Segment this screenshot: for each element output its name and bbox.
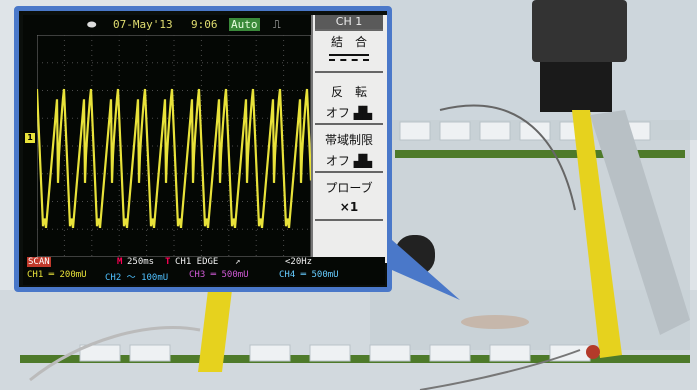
scope-time: 9:06 (191, 18, 218, 31)
probe-value: ×1 (339, 200, 359, 214)
timebase-marker-icon: M (117, 257, 123, 267)
invert-value: オフ (325, 106, 350, 120)
invert-button[interactable]: 反 転 オフ ▟▙ (315, 79, 383, 125)
oscilloscope-inset: ⬬ 07-May'13 9:06 Auto ⎍ 1 CH 1 結 合 反 転 オ… (14, 6, 392, 292)
trigger-pulse-icon: ⎍ (273, 18, 281, 31)
status-bottombar: SCAN M 250ms T CH1 EDGE ↗ <20Hz CH1 ═ 20… (23, 257, 385, 285)
ch1-scale: CH1 ═ 200mU (27, 270, 87, 280)
usb-icon: ⬬ (87, 18, 97, 31)
channel-menu: CH 1 結 合 反 転 オフ ▟▙ 帯域制限 オフ ▟▙ プローブ ×1 (311, 15, 387, 263)
trigger-marker-icon: T (165, 257, 171, 267)
trigger-source: CH1 EDGE (175, 257, 219, 267)
ch1-ground-marker: 1 (25, 133, 35, 143)
invert-label: 反 転 (330, 85, 367, 99)
ch3-scale: CH3 ═ 500mU (189, 270, 249, 280)
waveform-full-icon: ▟▙ (353, 154, 373, 168)
bandwidth-limit-button[interactable]: 帯域制限 オフ ▟▙ (315, 127, 383, 173)
frequency-readout: <20Hz (285, 257, 313, 267)
waveform-display (37, 35, 311, 257)
trigger-slope-icon: ↗ (235, 257, 241, 267)
probe-label: プローブ (325, 181, 373, 195)
waveform-normal-icon: ▟▙ (353, 106, 373, 120)
oscilloscope-screen: ⬬ 07-May'13 9:06 Auto ⎍ 1 CH 1 結 合 反 転 オ… (23, 15, 387, 285)
dc-coupling-icon (329, 54, 369, 61)
ch2-scale: CH2 〜 100mU (105, 273, 169, 283)
menu-channel-title: CH 1 (315, 15, 383, 31)
ch1-waveform-trace (37, 88, 311, 229)
bandwidth-limit-label: 帯域制限 (324, 133, 373, 147)
status-topbar: ⬬ 07-May'13 9:06 Auto ⎍ (23, 15, 313, 35)
coupling-label: 結 合 (330, 35, 367, 49)
auto-mode-badge: Auto (229, 18, 260, 31)
bandwidth-limit-value: オフ (325, 154, 350, 168)
coupling-button[interactable]: 結 合 (315, 31, 383, 73)
scan-mode-label: SCAN (27, 257, 51, 267)
probe-button[interactable]: プローブ ×1 (315, 175, 383, 221)
ch4-scale: CH4 ═ 500mU (279, 270, 339, 280)
timebase-value: 250ms (127, 257, 155, 267)
empty-softkey[interactable] (315, 223, 383, 261)
scope-date: 07-May'13 (113, 18, 173, 31)
